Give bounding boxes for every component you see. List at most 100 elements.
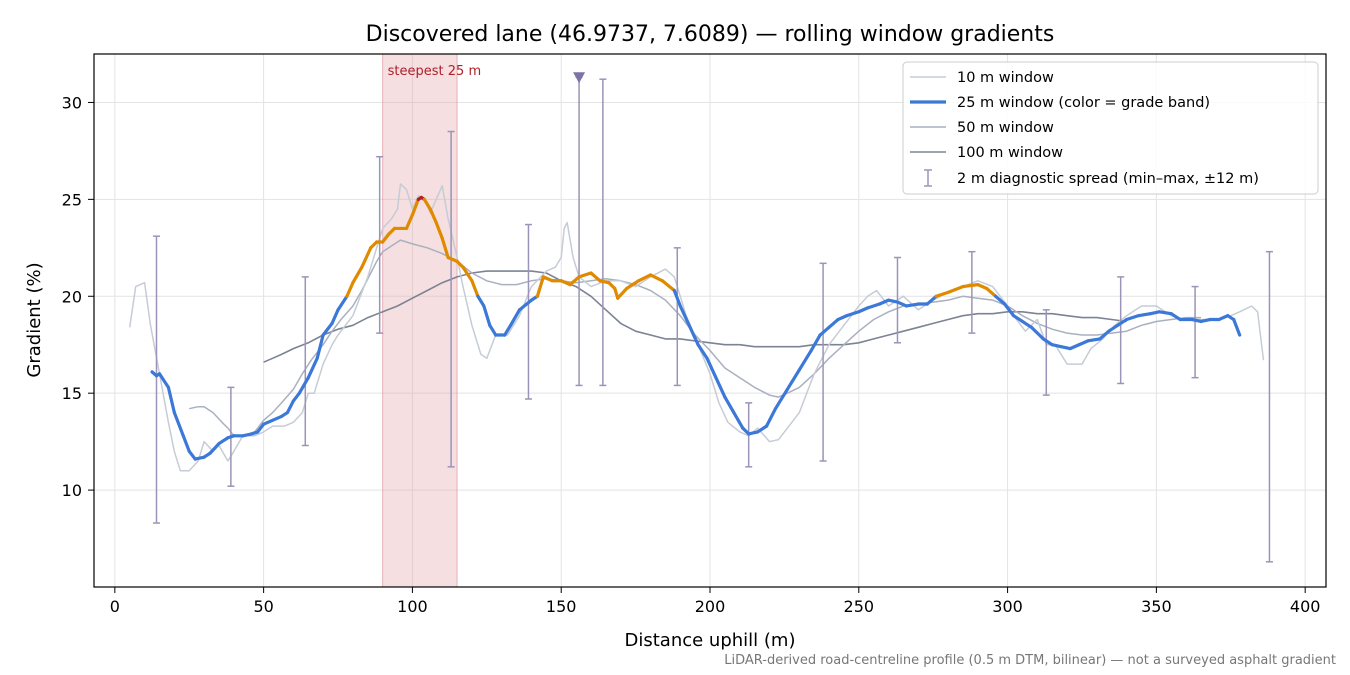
peak-marker <box>573 72 586 84</box>
legend-swatch-errorbar <box>924 169 932 187</box>
series-25m-segment <box>732 410 745 430</box>
series-25m-segment <box>166 385 176 415</box>
series-25m-segment <box>687 323 700 347</box>
series-25m-segment <box>345 281 355 298</box>
series-25m-segment <box>696 343 709 360</box>
errorbar <box>599 78 607 387</box>
series-25m-segment <box>773 387 789 411</box>
series-25m-segment <box>217 436 230 446</box>
series-25m-segment <box>672 288 682 308</box>
series-25m-segment <box>351 265 364 285</box>
series-25m-segment <box>678 304 691 327</box>
y-axis-ticks: 10 15 20 25 30 <box>62 93 94 500</box>
x-tick-label: 350 <box>1141 597 1172 616</box>
series-25m-segment <box>857 306 870 314</box>
errorbar <box>1265 250 1273 563</box>
series-25m-segment <box>1003 302 1016 318</box>
series-25m-segment <box>961 283 980 289</box>
series-25m-segment <box>1020 319 1033 329</box>
errorbar <box>575 76 583 387</box>
series-25m-segment <box>985 286 998 298</box>
x-axis-ticks: 0 50 100 150 200 250 300 350 400 <box>110 587 1320 616</box>
series-25m-segment <box>827 317 840 329</box>
series-25m-segment <box>756 424 769 434</box>
series-25m-segment <box>1077 339 1090 347</box>
series-25m-segment <box>187 449 197 461</box>
series-25m-segment <box>946 284 965 294</box>
series-25m-segment <box>321 321 334 337</box>
errorbar <box>152 235 160 524</box>
series-25m-segment <box>315 333 325 360</box>
x-axis-label: Distance uphill (m) <box>625 630 796 651</box>
errorbar <box>524 223 532 400</box>
series-25m-segment <box>381 232 391 244</box>
errorbar <box>1191 285 1199 379</box>
series-100m-line <box>263 270 1127 363</box>
series-25m-segment <box>1157 310 1173 316</box>
plot-area <box>128 72 1273 563</box>
series-25m-segment <box>297 376 310 395</box>
series-25m-segment <box>410 197 420 217</box>
series-25m-segment <box>181 434 191 453</box>
series-25m-segment <box>904 302 920 308</box>
series-25m-segment <box>636 273 653 283</box>
series-25m-segment <box>836 314 849 322</box>
series-25m-segment <box>428 207 438 225</box>
series-25m-segment <box>1116 317 1129 327</box>
y-axis-label: Gradient (%) <box>24 262 45 377</box>
series-25m-segment <box>404 213 415 231</box>
series-25m-segment <box>306 356 319 380</box>
x-tick-label: 200 <box>695 597 726 616</box>
series-25m-segment <box>714 376 727 399</box>
series-25m-segment <box>845 310 861 318</box>
chart-title: Discovered lane (46.9737, 7.6089) — roll… <box>366 22 1055 47</box>
series-25m-segment <box>895 300 909 308</box>
series-25m-segment <box>809 333 822 353</box>
series-25m-segment <box>461 265 474 283</box>
series-25m-segment <box>1011 314 1025 324</box>
x-tick-label: 100 <box>397 597 428 616</box>
series-25m-segment <box>482 304 492 327</box>
series-25m-segment <box>1098 329 1111 341</box>
y-tick-label: 25 <box>62 190 82 209</box>
y-tick-label: 10 <box>62 481 82 500</box>
legend-label-50m: 50 m window <box>957 120 1054 136</box>
errorbar <box>819 262 827 462</box>
series-25m-segment <box>797 348 813 372</box>
series-25m-segment <box>577 271 593 279</box>
series-25m-segment <box>723 395 736 415</box>
footnote: LiDAR-derived road-centreline profile (0… <box>724 653 1336 668</box>
x-tick-label: 150 <box>546 597 577 616</box>
series-25m-segment <box>422 197 432 211</box>
series-25m-segment <box>785 368 801 391</box>
steepest-segment-band <box>382 53 458 588</box>
series-25m-segment <box>660 279 676 293</box>
series-25m-segment <box>1068 343 1081 351</box>
errorbar <box>376 155 384 334</box>
series-25m-segment <box>330 308 340 326</box>
series-25m-segment <box>1086 337 1102 343</box>
legend-box <box>902 61 1319 195</box>
series-25m-segment <box>256 422 266 434</box>
series-25m-segment <box>1169 312 1182 322</box>
y-tick-label: 30 <box>62 93 82 112</box>
series-25m-segment <box>488 323 498 337</box>
x-tick-label: 250 <box>844 597 875 616</box>
legend-label-25m: 25 m window (color = grade band) <box>957 95 1210 111</box>
errorbar <box>1117 276 1125 385</box>
series-25m-segment <box>568 275 581 287</box>
series-25m-segment <box>625 279 641 291</box>
series-25m-segment <box>925 294 938 306</box>
series-25m-segment <box>818 325 831 337</box>
series-25m-segment <box>559 279 572 287</box>
y-tick-label: 20 <box>62 287 82 306</box>
series-25m-segment <box>446 255 459 263</box>
errorbar <box>1042 309 1050 396</box>
series-25m-segment <box>440 236 450 260</box>
series-25m-segment <box>470 279 480 298</box>
errorbar <box>968 250 976 334</box>
series-25m-segment <box>1232 317 1242 337</box>
series-10m-line <box>128 183 1265 472</box>
series-25m-segment <box>589 271 602 283</box>
x-tick-label: 50 <box>253 597 273 616</box>
